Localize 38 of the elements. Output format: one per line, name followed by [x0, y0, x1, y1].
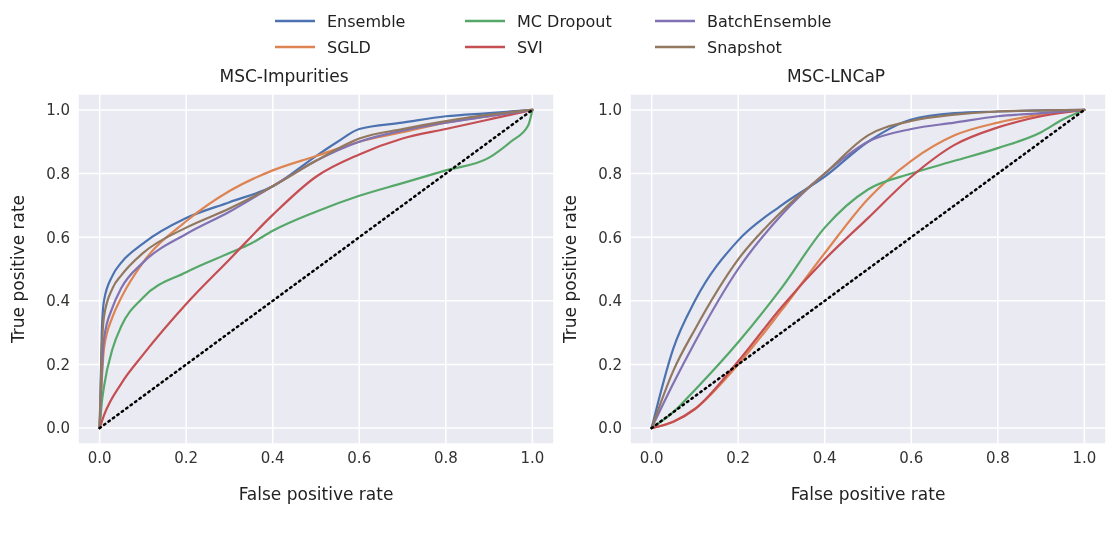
legend-label: Ensemble	[327, 11, 406, 31]
x-tick-label: 0.2	[726, 448, 751, 467]
legend-label: BatchEnsemble	[707, 11, 832, 31]
legend-label: SGLD	[327, 37, 371, 57]
line-series	[98, 108, 534, 430]
y-tick-label: 0.0	[598, 419, 622, 438]
x-axis-title: False positive rate	[238, 484, 394, 504]
legend-label: MC Dropout	[517, 11, 612, 31]
x-tick-label: 0.6	[899, 448, 924, 467]
y-tick-label: 1.0	[598, 101, 622, 120]
x-tick-label: 0.8	[985, 448, 1010, 467]
y-tick-label: 0.8	[598, 164, 622, 183]
x-tick-label: 1.0	[520, 448, 545, 467]
y-tick-label: 0.0	[46, 419, 70, 438]
chart-title: MSC-LNCaP	[785, 66, 887, 88]
x-tick-label: 1.0	[1072, 448, 1097, 467]
y-tick-label: 1.0	[46, 101, 70, 120]
x-tick-label: 0.0	[87, 448, 112, 467]
legend-label: Snapshot	[707, 37, 782, 57]
y-tick-label: 0.6	[46, 228, 70, 247]
x-tick-label: 0.2	[174, 448, 199, 467]
x-tick-label: 0.0	[639, 448, 664, 467]
y-tick-label: 0.2	[598, 355, 622, 374]
x-tick-label: 0.6	[347, 448, 372, 467]
y-tick-label: 0.6	[598, 228, 622, 247]
y-axis-title: True positive rate	[8, 194, 29, 345]
x-tick-label: 0.8	[433, 448, 458, 467]
y-tick-label: 0.2	[46, 355, 70, 374]
y-axis-title: True positive rate	[560, 194, 581, 345]
legend-label: SVI	[517, 37, 543, 57]
x-tick-label: 0.4	[260, 448, 285, 467]
line-series	[650, 108, 1086, 430]
x-axis-title: False positive rate	[790, 484, 946, 504]
y-tick-label: 0.4	[598, 292, 622, 311]
x-tick-label: 0.4	[812, 448, 837, 467]
y-tick-label: 0.8	[46, 164, 70, 183]
chart-title: MSC-Impurities	[218, 66, 350, 88]
y-tick-label: 0.4	[46, 292, 70, 311]
